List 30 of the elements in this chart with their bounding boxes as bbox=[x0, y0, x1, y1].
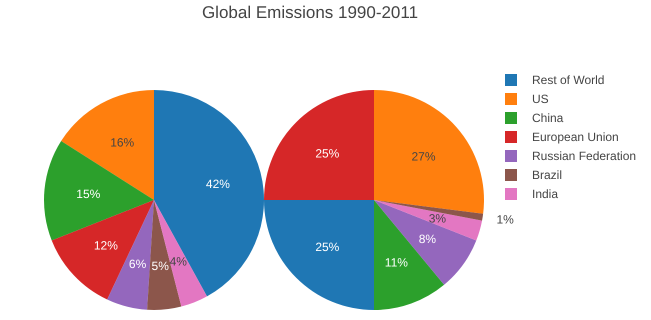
data-label: 11% bbox=[384, 255, 408, 270]
pie-slice bbox=[374, 200, 476, 285]
chart-title: Global Emissions 1990-2011 bbox=[202, 3, 418, 22]
legend-label: China bbox=[532, 111, 564, 126]
data-label: 12% bbox=[94, 238, 118, 252]
data-label: 42% bbox=[206, 176, 230, 191]
legend-label: Rest of World bbox=[532, 73, 604, 88]
data-label: 25% bbox=[315, 146, 340, 161]
pie-slice bbox=[61, 90, 154, 200]
data-label: 8% bbox=[418, 232, 436, 246]
data-label: 15% bbox=[76, 186, 101, 201]
pie-slice bbox=[374, 200, 444, 310]
data-label: 27% bbox=[411, 150, 436, 164]
data-label: 3% bbox=[428, 212, 446, 226]
data-label: 25% bbox=[315, 240, 340, 254]
pie-slice bbox=[52, 200, 154, 300]
data-label: 5% bbox=[152, 258, 170, 273]
data-label: 4% bbox=[170, 254, 188, 269]
pie-slice bbox=[264, 90, 374, 200]
legend-label: Brazil bbox=[532, 168, 562, 182]
legend-label: US bbox=[532, 92, 549, 106]
legend-label: Russian Federation bbox=[532, 149, 636, 164]
data-label: 6% bbox=[128, 257, 147, 272]
pie-slice bbox=[374, 90, 484, 214]
data-label: 1% bbox=[496, 212, 514, 227]
legend-label: European Union bbox=[532, 130, 619, 144]
pie-slice bbox=[374, 200, 484, 221]
legend-label: India bbox=[532, 187, 558, 202]
pie-slice bbox=[154, 200, 207, 307]
data-label: 16% bbox=[110, 135, 135, 150]
